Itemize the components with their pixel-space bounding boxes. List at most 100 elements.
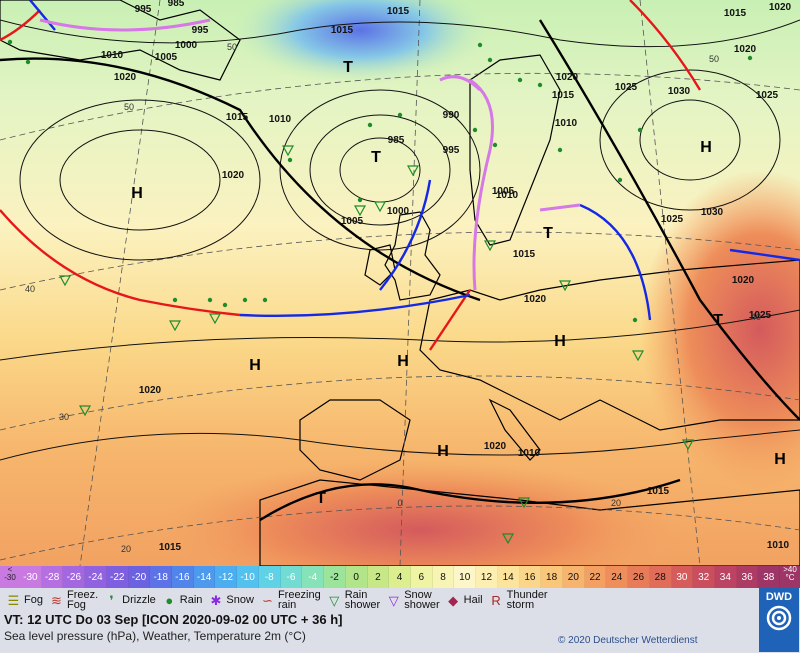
rain-icon: ●: [165, 592, 174, 608]
legend-item: ◆ Hail: [446, 593, 482, 608]
temperature-scale: < -30 -30 -28 -26 -24 -22 -20 -18 -16 -14 -12 -10-…: [0, 566, 800, 588]
isobar-label: 1020: [524, 294, 547, 305]
scale-cell: 24: [606, 566, 629, 588]
pressure-center-h: H: [554, 333, 566, 350]
dwd-swirl-icon: [766, 605, 792, 631]
scale-cell: 16: [519, 566, 542, 588]
isobar-label: 1005: [155, 52, 178, 63]
thunderstorm-icon: R: [491, 592, 501, 608]
pressure-center-h: H: [131, 185, 143, 202]
snow-shower-icon: ▽: [388, 592, 399, 608]
occluded-front: [539, 203, 581, 212]
isobar-label: 1015: [552, 90, 575, 101]
isobar-label: 1025: [756, 90, 779, 101]
isobar-1015: [259, 478, 681, 522]
cold-air-region: [230, 0, 490, 85]
isobar-label: 1005: [341, 216, 364, 227]
rain-shower-icon: [58, 275, 72, 287]
scale-cell: 20: [562, 566, 585, 588]
scale-cell: -18: [150, 566, 173, 588]
isobar-label: 1025: [661, 214, 684, 225]
graticule-line: [639, 0, 701, 566]
rain-shower-icon: [373, 201, 387, 213]
scale-cell: 26: [628, 566, 650, 588]
freezing-rain-icon: ∽: [261, 592, 273, 608]
legend-label: Snow: [226, 594, 254, 606]
scale-cell: 8: [432, 566, 455, 588]
isobar-label: 995: [443, 145, 460, 156]
isobar-label: 1015: [331, 25, 354, 36]
ireland-outline: [364, 244, 396, 286]
rain-dot-icon: [492, 142, 498, 148]
parameter-line: Sea level pressure (hPa), Weather, Tempe…: [4, 629, 306, 643]
rain-dot-icon: [25, 59, 31, 65]
legend-label: Drizzle: [122, 594, 156, 606]
rain-shower-icon: [631, 350, 645, 362]
pressure-center-h: H: [397, 353, 409, 370]
rain-shower-icon: [483, 240, 497, 252]
isobar-label: 1015: [226, 112, 249, 123]
rain-shower-icon: [168, 320, 182, 332]
pressure-centers: H H H H H H H T T T T T: [131, 59, 786, 507]
isobar-label: 1020: [114, 72, 137, 83]
scale-cell: 28: [649, 566, 672, 588]
isobar-label: 1010: [518, 448, 541, 459]
scale-cell: -2: [324, 566, 346, 588]
isobar: [639, 99, 741, 181]
continental-europe-outline: [419, 259, 800, 431]
isobar-label: 1010: [496, 190, 519, 201]
rain-dot-icon: [537, 82, 543, 88]
isobar: [309, 114, 451, 226]
isobar-label: 1025: [615, 82, 638, 93]
legend-item: ✱ Snow: [208, 593, 254, 608]
pressure-center-t: T: [343, 59, 353, 76]
isobar-label: 1020: [139, 385, 162, 396]
scale-cell: -22: [106, 566, 129, 588]
latitude-label: 50: [227, 42, 237, 52]
isobar-1015: [538, 19, 800, 421]
cold-front: [29, 0, 56, 31]
scandinavia-outline: [469, 54, 561, 246]
legend-item: R Thunder storm: [489, 590, 547, 611]
latitude-label: 40: [751, 312, 761, 322]
pressure-center-h: H: [249, 357, 261, 374]
latitude-label: 30: [59, 412, 69, 422]
occluded-front: [469, 78, 494, 291]
isobar-label: 1005: [492, 186, 515, 197]
isobar-label: 1010: [101, 50, 124, 61]
legend-item: ● Rain: [162, 592, 203, 608]
rain-dot-icon: [7, 39, 13, 45]
legend-item: ∽ Freezing rain: [260, 590, 321, 611]
legend-label: Snow shower: [404, 589, 440, 611]
latitude-label: 20: [611, 498, 621, 508]
legend-label: Rain: [179, 594, 203, 606]
rain-shower-icon: [501, 533, 515, 545]
warm-front: [0, 209, 241, 317]
graticule: [0, 0, 800, 566]
scale-cell: 14: [497, 566, 520, 588]
cold-front: [579, 203, 652, 321]
legend-item: ≋ Freez. Fog: [49, 590, 98, 611]
isobar-label: 1015: [724, 8, 747, 19]
isobar-label: 1010: [269, 114, 292, 125]
isobar-label: 1020: [732, 275, 755, 286]
isobar: [0, 309, 800, 361]
isobar-label: 995: [135, 4, 152, 15]
latitude-label: 0: [397, 498, 402, 508]
graticule-line: [0, 231, 800, 291]
isobar-label: 1020: [484, 441, 507, 452]
drizzle-icon: ❜: [109, 592, 114, 608]
scale-cell: -16: [172, 566, 194, 588]
occluded-fronts: [39, 18, 581, 291]
latitude-label: 50: [124, 102, 134, 112]
isobar-label: 1030: [668, 86, 691, 97]
hot-air-region-africa: [160, 460, 680, 566]
scale-cell: -14: [193, 566, 216, 588]
scale-cell: 30: [671, 566, 694, 588]
pressure-center-t: T: [713, 312, 723, 329]
cold-fronts: [29, 0, 800, 321]
latitude-label: 20: [121, 544, 131, 554]
scale-cell: 4: [389, 566, 411, 588]
scale-cell: -26: [63, 566, 86, 588]
legend-item: ▽ Snow shower: [386, 589, 440, 611]
